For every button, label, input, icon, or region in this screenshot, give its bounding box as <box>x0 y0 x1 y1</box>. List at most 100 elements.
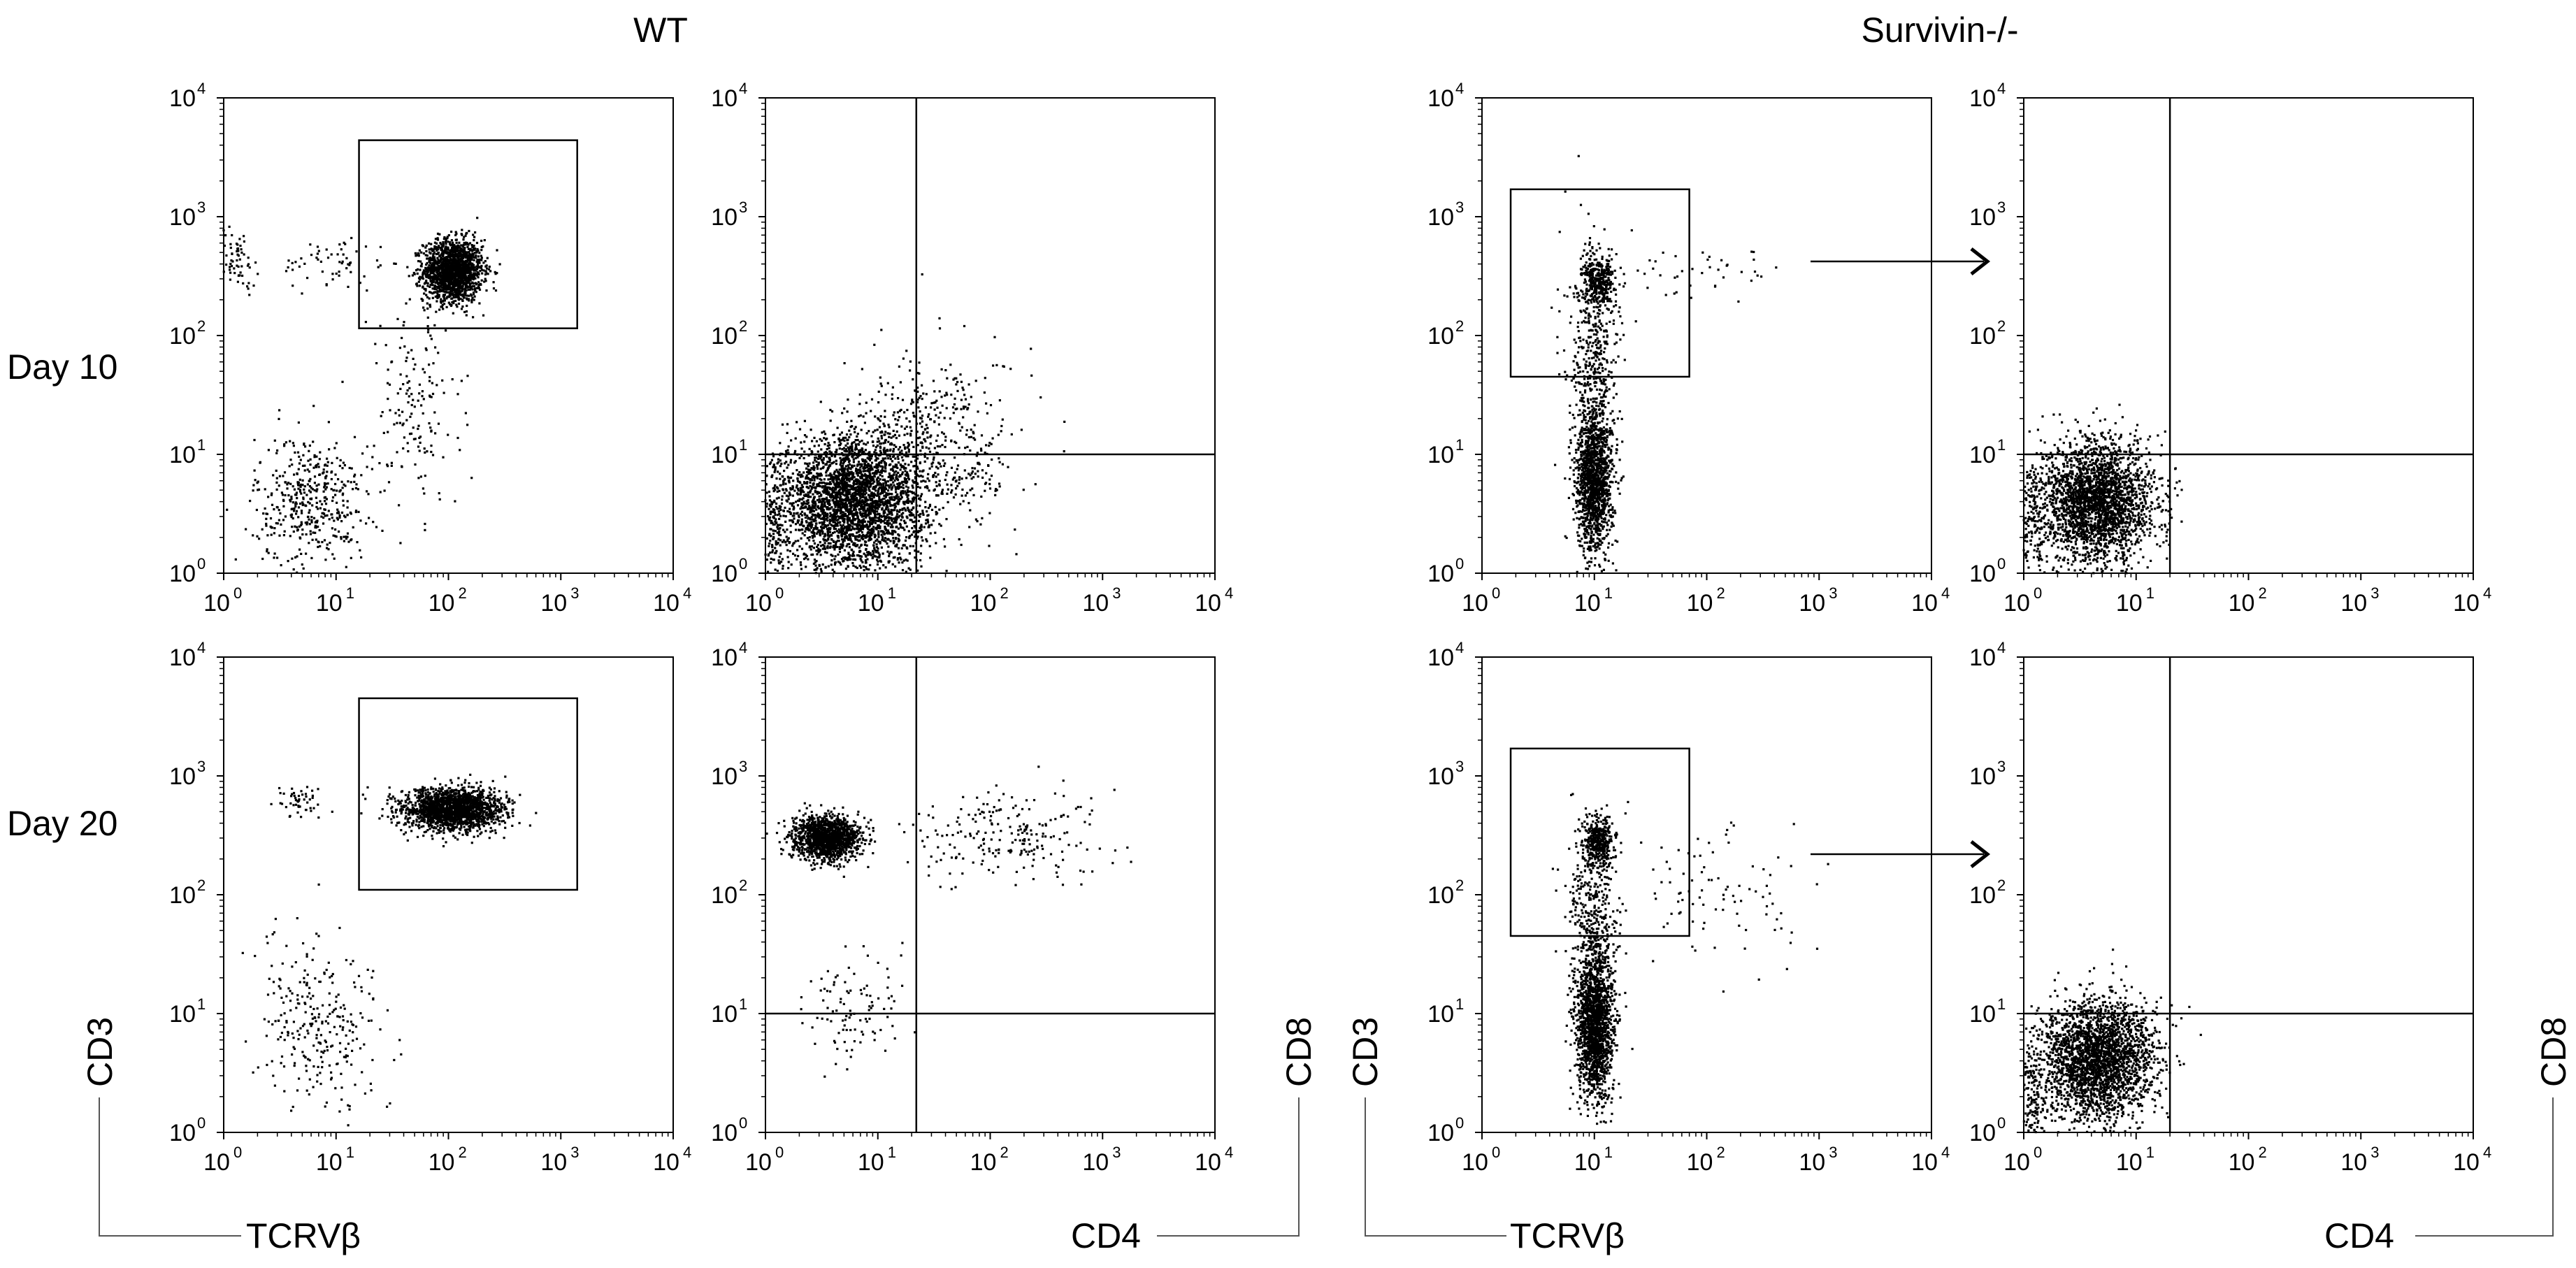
event-dot <box>455 292 458 295</box>
event-dot <box>275 505 278 509</box>
event-dot <box>803 482 806 485</box>
event-dot <box>331 496 335 499</box>
event-dot <box>405 356 408 359</box>
event-dot <box>877 437 879 440</box>
event-dot <box>895 525 898 528</box>
event-dot <box>264 488 266 491</box>
event-dot <box>496 272 498 275</box>
event-dot <box>877 470 879 473</box>
event-dot <box>437 259 440 261</box>
event-dot <box>301 563 303 566</box>
event-dot <box>308 509 311 512</box>
event-dot <box>814 519 817 522</box>
event-dot <box>289 440 292 442</box>
event-dot <box>484 278 487 280</box>
event-dot <box>894 488 898 491</box>
event-dot <box>405 392 408 395</box>
event-dot <box>837 536 840 539</box>
event-dot <box>814 513 816 517</box>
event-dot <box>440 252 443 256</box>
event-dot <box>862 475 865 477</box>
event-dot <box>407 351 410 354</box>
event-dot <box>432 264 435 266</box>
event-dot <box>860 566 863 569</box>
event-dot <box>904 447 907 450</box>
event-dot <box>862 489 865 492</box>
event-dot <box>882 531 885 533</box>
event-dot <box>458 269 461 272</box>
event-dot <box>452 273 455 276</box>
event-dot <box>346 535 349 538</box>
event-dot <box>310 254 313 257</box>
event-dot <box>437 296 440 298</box>
event-dot <box>912 455 914 458</box>
event-dot <box>907 510 910 512</box>
event-dot <box>864 512 867 514</box>
event-dot <box>450 266 454 268</box>
event-dot <box>912 507 914 510</box>
event-dot <box>884 431 887 433</box>
event-dot <box>379 264 382 267</box>
event-dot <box>273 527 276 530</box>
event-dot <box>882 564 885 567</box>
event-dot <box>859 477 862 480</box>
event-dot <box>446 286 449 289</box>
event-dot <box>814 491 817 493</box>
event-dot <box>471 288 474 291</box>
event-dot <box>877 417 879 419</box>
event-dot <box>928 467 931 470</box>
event-dot <box>449 273 452 276</box>
event-dot <box>438 278 440 280</box>
event-dot <box>811 440 814 442</box>
event-dot <box>390 464 393 467</box>
event-dot <box>849 445 852 448</box>
event-dot <box>805 554 807 556</box>
event-dot <box>438 245 440 247</box>
event-dot <box>819 401 822 403</box>
event-dot <box>475 291 477 294</box>
event-dot <box>447 240 449 243</box>
event-dot <box>470 258 473 261</box>
event-dot <box>829 542 832 545</box>
event-dot <box>460 380 463 382</box>
event-dot <box>811 504 814 507</box>
event-dot <box>390 461 393 464</box>
event-dot <box>294 501 297 504</box>
event-dot <box>810 521 813 524</box>
event-dot <box>835 448 838 451</box>
event-dot <box>892 429 895 432</box>
event-dot <box>878 514 882 517</box>
event-dot <box>438 275 440 278</box>
event-dot <box>895 494 898 497</box>
event-dot <box>870 457 872 460</box>
event-dot <box>899 468 902 471</box>
event-dot <box>321 512 324 514</box>
event-dot <box>310 556 313 559</box>
event-dot <box>884 519 886 521</box>
event-dot <box>872 486 875 489</box>
event-dot <box>262 512 265 515</box>
event-dot <box>893 479 896 482</box>
event-dot <box>279 512 282 514</box>
event-dot <box>812 467 816 470</box>
event-dot <box>258 538 261 540</box>
event-dot <box>907 476 909 479</box>
event-dot <box>930 465 933 468</box>
event-dot <box>822 538 825 540</box>
event-dot <box>811 518 814 521</box>
event-dot <box>438 233 441 236</box>
event-dot <box>431 296 434 299</box>
event-dot <box>473 236 476 238</box>
event-dot <box>461 275 464 278</box>
event-dot <box>297 506 301 509</box>
event-dot <box>296 555 298 558</box>
event-dot <box>463 282 466 284</box>
event-dot <box>794 437 797 440</box>
event-dot <box>455 269 458 272</box>
event-dot <box>817 547 820 550</box>
event-dot <box>375 259 379 262</box>
event-dot <box>842 474 844 477</box>
event-dot <box>303 485 306 488</box>
event-dot <box>811 535 814 538</box>
event-dot <box>854 544 856 547</box>
